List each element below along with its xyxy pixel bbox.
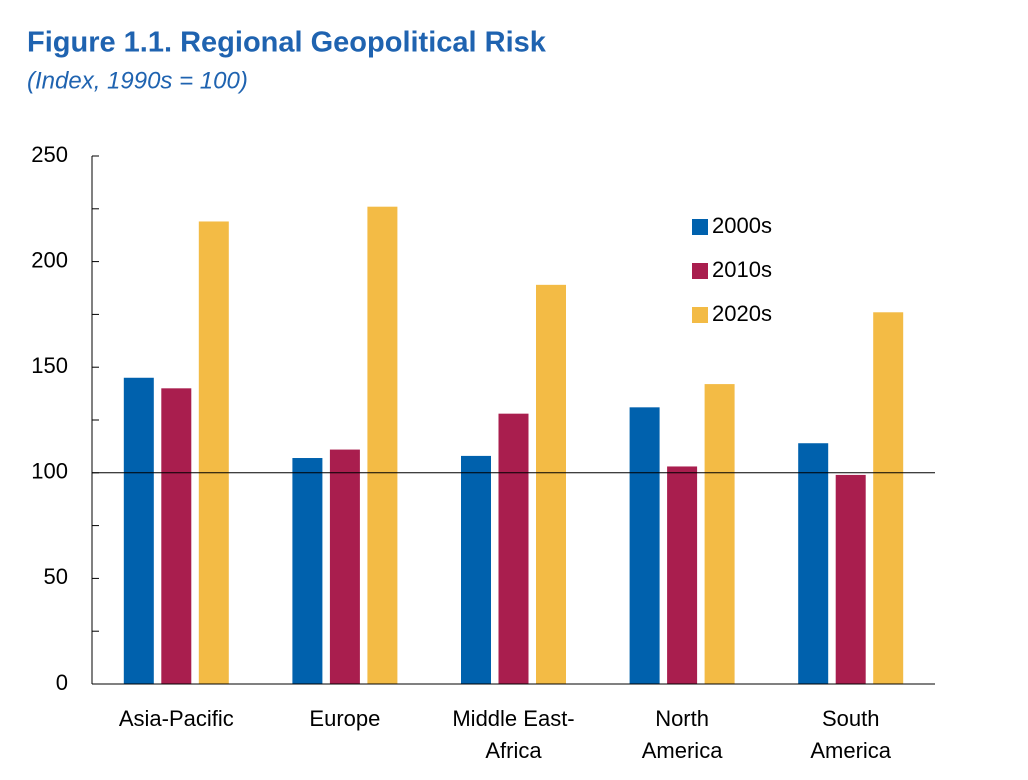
y-tick-label: 200 bbox=[31, 247, 68, 272]
chart-subtitle: (Index, 1990s = 100) bbox=[27, 67, 248, 94]
y-tick-label: 250 bbox=[31, 142, 68, 167]
y-tick-label: 50 bbox=[44, 564, 68, 589]
bar bbox=[498, 413, 529, 684]
y-tick-label: 100 bbox=[31, 459, 68, 484]
bar bbox=[629, 407, 660, 684]
bar bbox=[198, 221, 229, 685]
bar bbox=[798, 443, 829, 684]
bar bbox=[292, 458, 323, 684]
bar bbox=[536, 284, 566, 684]
bar bbox=[123, 377, 154, 684]
legend-label: 2020s bbox=[712, 301, 772, 326]
x-tick-label: South America bbox=[810, 706, 891, 763]
x-tick-label: Asia-Pacific bbox=[119, 706, 234, 731]
bar bbox=[835, 474, 866, 684]
x-tick-label: Middle East-Africa bbox=[452, 706, 574, 763]
legend-swatch bbox=[692, 219, 708, 235]
legend-label: 2000s bbox=[712, 213, 772, 238]
bar bbox=[329, 449, 360, 684]
legend-label: 2010s bbox=[712, 257, 772, 282]
bar bbox=[461, 455, 491, 684]
legend-swatch bbox=[692, 263, 708, 279]
x-tick-label: Europe bbox=[309, 706, 380, 731]
bar bbox=[873, 312, 904, 684]
bar bbox=[367, 206, 398, 685]
legend-swatch bbox=[692, 307, 708, 323]
y-tick-label: 0 bbox=[56, 670, 68, 695]
bar bbox=[667, 466, 698, 684]
x-tick-label: North America bbox=[642, 706, 723, 763]
bar bbox=[161, 388, 192, 684]
chart-title: Figure 1.1. Regional Geopolitical Risk bbox=[27, 27, 547, 59]
y-tick-label: 150 bbox=[31, 353, 68, 378]
bar bbox=[704, 384, 735, 684]
